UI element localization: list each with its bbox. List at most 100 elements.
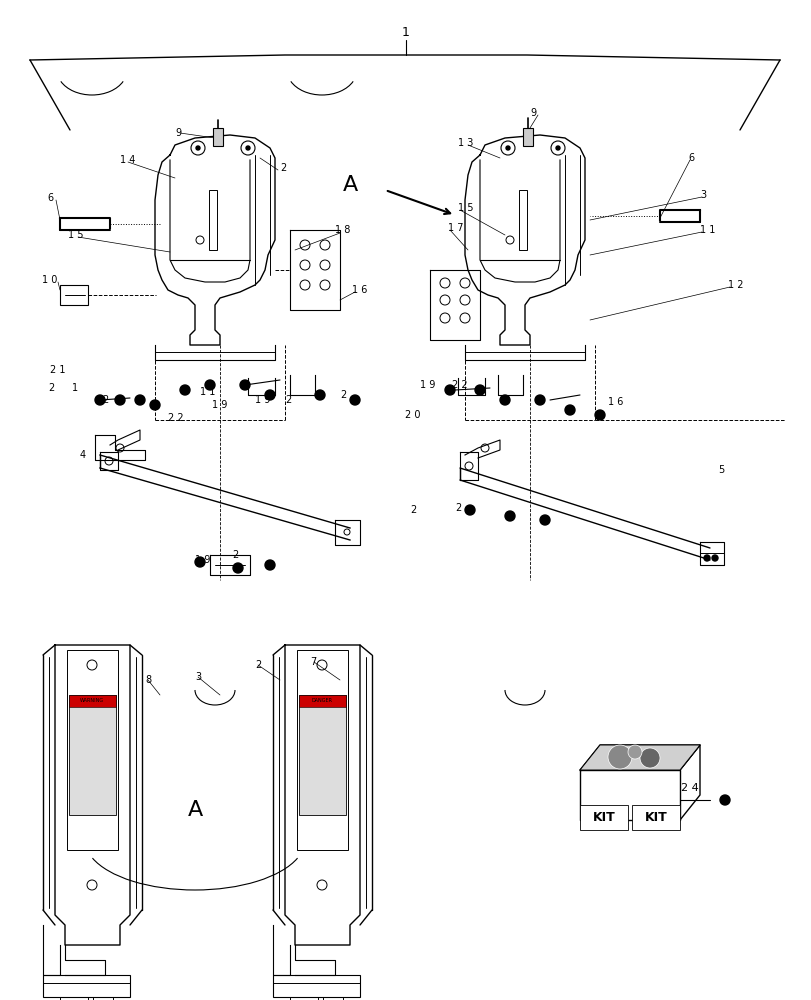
Circle shape xyxy=(556,146,560,150)
Circle shape xyxy=(465,505,474,515)
Text: 1 0: 1 0 xyxy=(42,275,58,285)
Bar xyxy=(298,695,345,707)
Circle shape xyxy=(246,146,250,150)
Text: 1 5: 1 5 xyxy=(457,203,473,213)
Text: 9: 9 xyxy=(175,128,181,138)
Bar xyxy=(208,190,217,250)
Bar xyxy=(297,650,348,850)
Circle shape xyxy=(264,560,275,570)
Text: 2 1: 2 1 xyxy=(50,365,66,375)
Text: 2: 2 xyxy=(280,163,286,173)
Text: 1 2: 1 2 xyxy=(727,280,743,290)
Text: 2: 2 xyxy=(340,390,345,400)
Circle shape xyxy=(719,795,729,805)
Bar xyxy=(579,805,627,830)
Circle shape xyxy=(504,511,514,521)
Circle shape xyxy=(594,410,604,420)
Circle shape xyxy=(639,748,659,768)
Circle shape xyxy=(240,380,250,390)
Bar xyxy=(631,805,679,830)
Bar xyxy=(298,695,345,815)
Text: 2: 2 xyxy=(48,383,54,393)
Text: 8: 8 xyxy=(145,675,151,685)
Circle shape xyxy=(264,390,275,400)
Bar xyxy=(93,997,113,1000)
Circle shape xyxy=(703,555,709,561)
Circle shape xyxy=(315,390,324,400)
Bar xyxy=(60,997,88,1000)
Text: 2 0: 2 0 xyxy=(405,410,420,420)
Circle shape xyxy=(505,146,509,150)
Text: 1: 1 xyxy=(401,26,410,39)
Circle shape xyxy=(350,395,359,405)
Bar xyxy=(69,695,116,815)
Circle shape xyxy=(444,385,454,395)
Text: 2: 2 xyxy=(102,395,108,405)
Circle shape xyxy=(711,555,717,561)
Circle shape xyxy=(500,395,509,405)
Text: 1 9: 1 9 xyxy=(255,395,270,405)
Text: 1 8: 1 8 xyxy=(335,225,350,235)
Text: 2: 2 xyxy=(232,550,238,560)
Text: 1 1: 1 1 xyxy=(699,225,714,235)
Text: 1 6: 1 6 xyxy=(351,285,367,295)
Text: 3: 3 xyxy=(699,190,706,200)
Text: 6: 6 xyxy=(687,153,693,163)
Circle shape xyxy=(204,380,215,390)
Text: 1 5: 1 5 xyxy=(68,230,84,240)
Text: 1 9: 1 9 xyxy=(419,380,435,390)
Text: 1 9: 1 9 xyxy=(195,555,210,565)
Circle shape xyxy=(150,400,160,410)
Circle shape xyxy=(135,395,145,405)
Text: 2: 2 xyxy=(454,503,461,513)
Text: A: A xyxy=(187,800,203,820)
Text: 6: 6 xyxy=(47,193,53,203)
Text: 1 3: 1 3 xyxy=(457,138,473,148)
Text: 2: 2 xyxy=(285,395,291,405)
Bar xyxy=(69,695,116,707)
Text: 7: 7 xyxy=(310,657,315,667)
Text: 1 9: 1 9 xyxy=(212,400,227,410)
Text: A: A xyxy=(342,175,357,195)
Text: 2 2: 2 2 xyxy=(452,380,467,390)
Circle shape xyxy=(474,385,484,395)
Bar xyxy=(60,285,88,305)
Text: 2: 2 xyxy=(410,505,416,515)
Text: 1 7: 1 7 xyxy=(448,223,463,233)
Circle shape xyxy=(195,557,204,567)
Bar xyxy=(522,128,532,146)
Polygon shape xyxy=(579,745,699,770)
Circle shape xyxy=(627,745,642,759)
Bar xyxy=(290,997,318,1000)
Text: 4: 4 xyxy=(80,450,86,460)
Circle shape xyxy=(233,563,242,573)
Bar xyxy=(67,650,118,850)
Text: WARNING: WARNING xyxy=(79,698,104,704)
Text: 2 4: 2 4 xyxy=(680,783,698,793)
Text: KIT: KIT xyxy=(644,811,667,824)
Text: 5: 5 xyxy=(717,465,723,475)
Text: 1 4: 1 4 xyxy=(120,155,135,165)
Text: 2 2: 2 2 xyxy=(168,413,183,423)
Circle shape xyxy=(180,385,190,395)
Circle shape xyxy=(195,146,200,150)
Bar xyxy=(323,997,342,1000)
Circle shape xyxy=(607,745,631,769)
Circle shape xyxy=(115,395,125,405)
Text: 9: 9 xyxy=(530,108,535,118)
Text: KIT: KIT xyxy=(592,811,615,824)
Text: 3: 3 xyxy=(195,672,201,682)
Bar xyxy=(272,975,359,997)
Bar xyxy=(212,128,223,146)
Circle shape xyxy=(534,395,544,405)
Text: DANGER: DANGER xyxy=(311,698,332,704)
Circle shape xyxy=(564,405,574,415)
Circle shape xyxy=(95,395,105,405)
Text: 1: 1 xyxy=(72,383,78,393)
Circle shape xyxy=(539,515,549,525)
Text: 2: 2 xyxy=(255,660,261,670)
Bar xyxy=(43,975,130,997)
Bar xyxy=(518,190,526,250)
Text: 1 6: 1 6 xyxy=(607,397,623,407)
Text: 1 1: 1 1 xyxy=(200,387,215,397)
